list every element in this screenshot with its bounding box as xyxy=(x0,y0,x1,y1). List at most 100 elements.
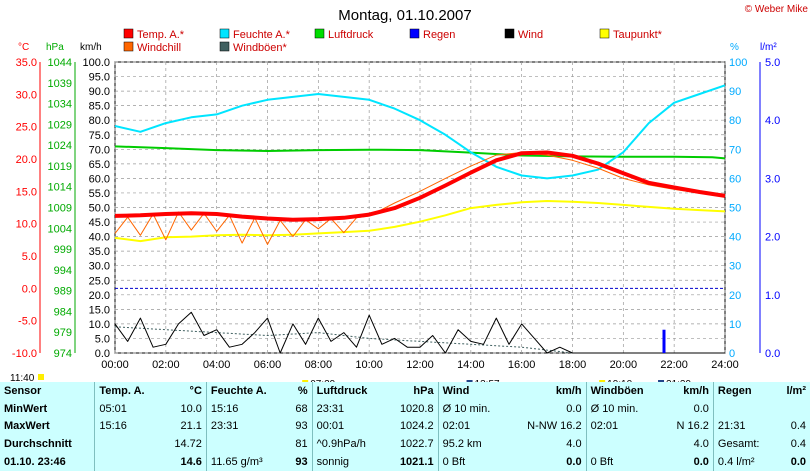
wind-tick-label: 45.0 xyxy=(89,217,110,229)
wind-tick-label: 35.0 xyxy=(89,246,110,258)
legend-swatch-4 xyxy=(504,28,515,39)
series-line-wind xyxy=(114,311,725,354)
header-pressure: Luftdruck xyxy=(311,382,386,400)
axis-unit-labels: °C hPa km/h % l/m² xyxy=(18,42,777,53)
data-series xyxy=(114,84,726,354)
rain-tick-label: 3.0 xyxy=(765,173,780,185)
legend-label-1: Feuchte A.* xyxy=(233,29,291,41)
humidity-tick-label: 100 xyxy=(729,57,747,69)
tick-labels: 35.0 30.0 25.0 20.0 15.0 10.0 5.0 0.0 -5.0 -10.0 1… xyxy=(12,57,780,371)
header-humidity-unit: % xyxy=(297,384,308,397)
rain-tick-label: 1.0 xyxy=(765,290,780,302)
copyright-label: © Weber Mike xyxy=(745,4,809,15)
temp-tick-label: 35.0 xyxy=(16,57,37,69)
pressure-tick-label: 984 xyxy=(54,306,72,318)
wind-axis-unit: km/h xyxy=(80,42,102,53)
pressure-tick-label: 1019 xyxy=(48,161,72,173)
time-tick-label: 04:00 xyxy=(203,359,231,371)
humidity-tick-label: 20 xyxy=(729,290,741,302)
statistics-table: Sensor Temp. A. °C Feuchte A. % Luftdruc… xyxy=(0,382,810,471)
time-markers: 07:29 19:10 13:57 21:29 11:40 xyxy=(10,373,691,382)
wind-tick-label: 90.0 xyxy=(89,86,110,98)
pressure-tick-label: 1009 xyxy=(48,203,72,215)
pressure-tick-label: 1034 xyxy=(48,99,72,111)
wind-tick-label: 5.0 xyxy=(95,333,110,345)
humidity-tick-label: 60 xyxy=(729,173,741,185)
legend-label-2: Luftdruck xyxy=(328,29,374,41)
weather-chart: Montag, 01.10.2007 © Weber Mike Temp. A.… xyxy=(10,4,809,382)
wind-tick-label: 55.0 xyxy=(89,188,110,200)
grid-lines xyxy=(114,61,726,354)
sunset-icon xyxy=(599,380,606,382)
temp-tick-label: 15.0 xyxy=(16,186,37,198)
time-tick-label: 18:00 xyxy=(559,359,587,371)
table-row: MaxWert 15:16 21.1 23:31 93 00:01 1024.2… xyxy=(0,417,810,436)
rain-tick-label: 5.0 xyxy=(765,57,780,69)
header-rain-unit: l/m² xyxy=(786,384,806,397)
series-line-luftdruck xyxy=(114,145,726,160)
header-gust-unit: km/h xyxy=(683,384,709,397)
wind-tick-label: 85.0 xyxy=(89,101,110,113)
moonrise-label: 13:57 xyxy=(475,379,500,382)
rain-bar xyxy=(662,329,666,353)
wind-tick-label: 25.0 xyxy=(89,275,110,287)
wind-tick-label: 50.0 xyxy=(89,203,110,215)
series-line-temp-a xyxy=(114,150,726,222)
wind-tick-label: 40.0 xyxy=(89,232,110,244)
temp-tick-label: 20.0 xyxy=(16,154,37,166)
rain-tick-label: 0.0 xyxy=(765,348,780,360)
time-tick-label: 22:00 xyxy=(660,359,688,371)
pressure-tick-label: 999 xyxy=(54,244,72,256)
series-line-feuchte-a xyxy=(114,84,726,180)
time-tick-label: 10:00 xyxy=(355,359,383,371)
legend-label-3: Regen xyxy=(423,29,455,41)
humidity-tick-label: 30 xyxy=(729,261,741,273)
moonset-icon xyxy=(658,380,665,382)
table-row: Durchschnitt 14.72 81 ^0.9hPa/h 1022.7 9… xyxy=(0,435,810,454)
header-wind: Wind xyxy=(437,382,508,400)
legend-swatch-1 xyxy=(219,28,230,39)
header-temp-unit: °C xyxy=(189,384,202,397)
wind-tick-label: 0.0 xyxy=(95,348,110,360)
table-row: MinWert 05:01 10.0 15:16 68 23:31 1020.8… xyxy=(0,399,810,418)
humidity-tick-label: 40 xyxy=(729,232,741,244)
current-time-label: 11:40 xyxy=(10,373,35,382)
series-line-windb-en xyxy=(114,326,725,354)
temp-tick-label: 5.0 xyxy=(22,251,37,263)
pressure-tick-label: 979 xyxy=(54,327,72,339)
wind-tick-label: 30.0 xyxy=(89,261,110,273)
wind-tick-label: 70.0 xyxy=(89,144,110,156)
pressure-tick-label: 1014 xyxy=(48,182,72,194)
time-tick-label: 16:00 xyxy=(508,359,536,371)
table-row-current: 01.10. 23:46 14.6 11.65 g/m³ 93 sonnig 1… xyxy=(0,453,810,471)
wind-tick-label: 10.0 xyxy=(89,319,110,331)
rain-axis-unit: l/m² xyxy=(760,42,777,53)
time-tick-label: 14:00 xyxy=(457,359,485,371)
legend-swatch-3 xyxy=(409,28,420,39)
pressure-tick-label: 1029 xyxy=(48,119,72,131)
time-tick-label: 12:00 xyxy=(406,359,434,371)
table-header-row: Sensor Temp. A. °C Feuchte A. % Luftdruc… xyxy=(0,382,810,400)
humidity-tick-label: 10 xyxy=(729,319,741,331)
time-tick-label: 20:00 xyxy=(610,359,638,371)
rain-tick-label: 2.0 xyxy=(765,232,780,244)
pressure-axis-unit: hPa xyxy=(46,42,64,53)
wind-tick-label: 95.0 xyxy=(89,72,110,84)
legend-label-6: Windchill xyxy=(137,42,181,54)
pressure-tick-label: 974 xyxy=(54,348,72,360)
time-tick-label: 02:00 xyxy=(152,359,180,371)
header-gust: Windböen xyxy=(585,382,663,400)
sunrise-icon xyxy=(302,380,309,382)
header-pressure-unit: hPa xyxy=(413,384,434,397)
temp-tick-label: 25.0 xyxy=(16,122,37,134)
time-tick-label: 08:00 xyxy=(305,359,333,371)
humidity-axis-unit: % xyxy=(730,42,739,53)
legend-swatch-6 xyxy=(123,41,134,52)
moonset-label: 21:29 xyxy=(666,379,691,382)
temp-tick-label: -10.0 xyxy=(12,348,37,360)
pressure-tick-label: 1004 xyxy=(48,223,72,235)
wind-tick-label: 100.0 xyxy=(82,57,110,69)
header-wind-unit: km/h xyxy=(555,384,582,397)
wind-tick-label: 65.0 xyxy=(89,159,110,171)
time-tick-label: 00:00 xyxy=(101,359,129,371)
